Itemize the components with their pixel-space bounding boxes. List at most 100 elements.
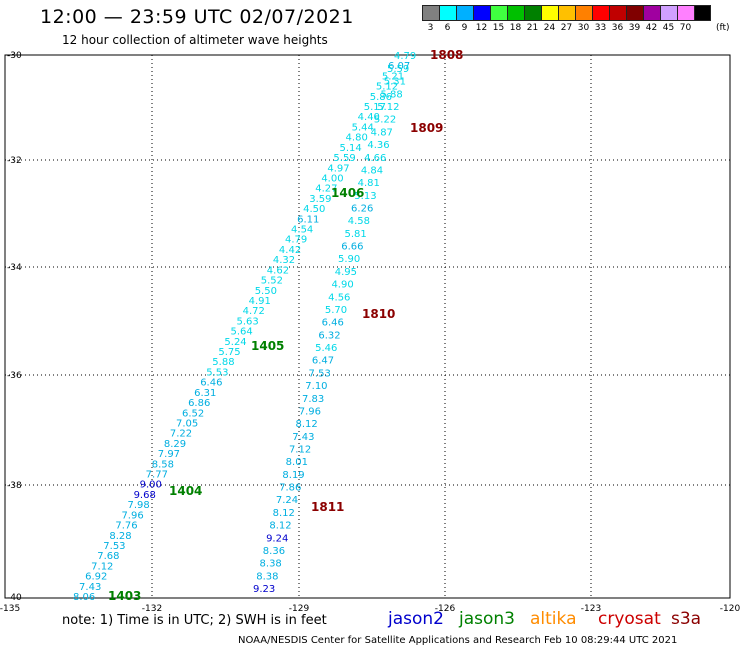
- wave-height-value: 5.59: [387, 64, 409, 75]
- wave-height-value: 5.14: [339, 143, 361, 154]
- latitude-label: -30: [7, 51, 22, 61]
- track-time-label: 1810: [362, 307, 395, 321]
- wave-height-value: 9.23: [253, 584, 275, 595]
- legend-label: 12: [475, 23, 488, 33]
- wave-height-value: 4.40: [358, 112, 380, 123]
- wave-height-value: 5.12: [377, 102, 399, 113]
- wave-height-value: 7.53: [309, 368, 331, 379]
- legend-label: 3: [427, 23, 434, 33]
- legend-swatch: [490, 5, 507, 21]
- wave-height-value: 4.79: [285, 235, 307, 246]
- wave-height-value: 5.12: [376, 82, 398, 93]
- legend-swatch: [660, 5, 677, 21]
- legend-label: 30: [577, 23, 590, 33]
- legend-swatch: [592, 5, 609, 21]
- wave-height-value: 6.92: [85, 572, 107, 583]
- wave-height-value: 8.28: [109, 531, 131, 542]
- wave-height-value: 5.44: [352, 122, 374, 133]
- wave-height-value: 8.12: [295, 419, 317, 430]
- wave-height-value: 7.05: [176, 418, 198, 429]
- wave-height-value: 4.79: [394, 51, 416, 62]
- wave-height-value: 4.54: [291, 225, 313, 236]
- wave-height-value: 5.75: [218, 347, 240, 358]
- footer-note: note: 1) Time is in UTC; 2) SWH is in fe…: [62, 613, 327, 628]
- wave-height-value: 8.38: [256, 571, 278, 582]
- legend-unit: (ft): [716, 23, 730, 33]
- track-right-values: 5.595.315.885.125.224.874.364.664.844.81…: [253, 64, 409, 595]
- wave-height-value: 5.81: [345, 229, 367, 240]
- legend-swatch: [507, 5, 524, 21]
- wave-height-value: 5.22: [374, 115, 396, 126]
- wave-height-value: 9.68: [134, 490, 156, 501]
- wave-height-value: 6.47: [312, 356, 334, 367]
- legend-swatch: [677, 5, 694, 21]
- wave-height-value: 7.43: [79, 582, 101, 593]
- wave-height-value: 4.42: [279, 245, 301, 256]
- legend-label: 9: [461, 23, 468, 33]
- wave-height-value: 6.32: [318, 330, 340, 341]
- wave-height-value: 6.11: [297, 214, 319, 225]
- wave-height-value: 6.52: [182, 408, 204, 419]
- latitude-label: -40: [7, 593, 22, 603]
- wave-height-value: 8.12: [269, 521, 291, 532]
- latitude-label: -32: [7, 156, 22, 166]
- wave-height-value: 3.59: [309, 194, 331, 205]
- legend-label: 6: [444, 23, 451, 33]
- satellite-name: altika: [530, 609, 577, 629]
- legend-label: 39: [628, 23, 641, 33]
- legend-label: 33: [594, 23, 607, 33]
- legend-swatch: [575, 5, 592, 21]
- wave-height-value: 6.26: [351, 204, 373, 215]
- wave-height-value: 5.21: [382, 71, 404, 82]
- wave-height-value: 4.91: [249, 296, 271, 307]
- map-title: 12:00 — 23:59 UTC 02/07/2021: [40, 6, 354, 28]
- longitude-labels: -135 -132 -129 -126 -123 -120: [0, 604, 740, 614]
- wave-height-value: 8.29: [164, 439, 186, 450]
- wave-height-value: 7.12: [289, 444, 311, 455]
- wave-height-value: 4.97: [327, 163, 349, 174]
- legend-swatch: [643, 5, 660, 21]
- wave-height-value: 4.62: [267, 265, 289, 276]
- legend-label: 24: [543, 23, 556, 33]
- wave-height-value: 7.97: [158, 449, 180, 460]
- wave-height-value: 8.19: [282, 470, 304, 481]
- wave-height-value: 7.22: [170, 429, 192, 440]
- legend-swatch: [626, 5, 643, 21]
- wave-height-value: 5.52: [261, 276, 283, 287]
- legend-label: 45: [662, 23, 675, 33]
- longitude-label: -120: [720, 604, 740, 614]
- latitude-label: -38: [7, 481, 22, 491]
- legend-swatch: [422, 5, 439, 21]
- wave-height-value: 7.83: [302, 394, 324, 405]
- satellite-name: jason2: [388, 609, 444, 629]
- wave-height-value: 5.17: [364, 102, 386, 113]
- wave-height-value: 4.81: [358, 178, 380, 189]
- legend-label: 15: [492, 23, 505, 33]
- track-time-label: 1808: [430, 48, 463, 62]
- track-left-values: 4.796.075.215.125.865.174.405.444.805.14…: [73, 51, 416, 603]
- wave-height-value: 5.13: [354, 191, 376, 202]
- legend-label: 36: [611, 23, 624, 33]
- legend-swatch: [694, 5, 711, 21]
- map-gridlines: [5, 55, 730, 598]
- wave-height-value: 4.72: [243, 306, 265, 317]
- map-frame: [4, 54, 731, 599]
- wave-height-value: 5.88: [380, 89, 402, 100]
- wave-height-value: 4.95: [335, 267, 357, 278]
- wave-height-value: 5.31: [384, 77, 406, 88]
- track-time-label: 1406: [331, 186, 364, 200]
- wave-height-value: 5.70: [325, 305, 347, 316]
- longitude-label: -123: [581, 604, 601, 614]
- longitude-label: -132: [142, 604, 162, 614]
- wave-height-value: 7.53: [103, 541, 125, 552]
- wave-height-value: 9.00: [140, 480, 162, 491]
- wave-height-value: 8.36: [263, 546, 285, 557]
- wave-height-value: 5.86: [370, 92, 392, 103]
- track-time-label: 1405: [251, 339, 284, 353]
- wave-height-value: 6.46: [322, 318, 344, 329]
- wave-height-value: 8.01: [286, 457, 308, 468]
- wave-height-value: 4.27: [315, 184, 337, 195]
- track-time-labels: 1808 1809 1406 1810 1405 1404 1811 1403: [108, 48, 463, 603]
- wave-height-value: 5.90: [338, 254, 360, 265]
